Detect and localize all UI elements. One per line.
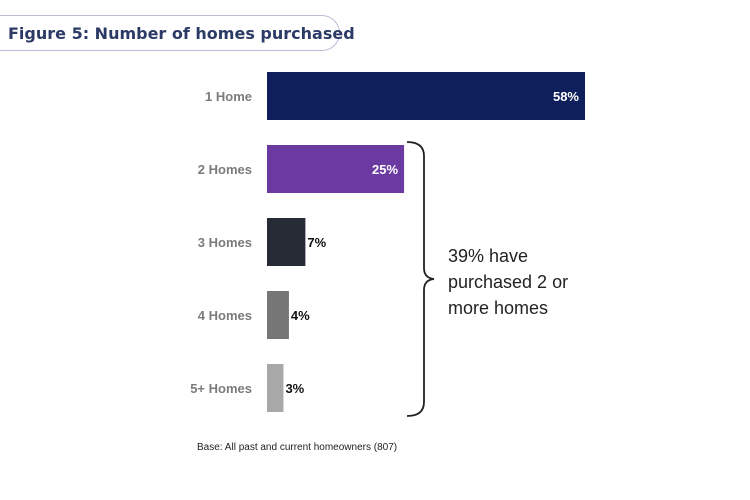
- figure-title-box: Figure 5: Number of homes purchased: [0, 15, 355, 51]
- category-label: 1 Home: [205, 89, 252, 104]
- data-label: 58%: [553, 89, 579, 104]
- bars-layer: 1 Home 58% 2 Homes 25% 3 Homes 7% 4 Homes 4% 5+ …: [190, 72, 585, 412]
- base-note: Base: All past and current homeowners (8…: [197, 442, 398, 453]
- bracket-annotation: 39% have purchased 2 or more homes: [448, 246, 569, 318]
- data-label: 25%: [372, 162, 398, 177]
- figure-title: Figure 5: Number of homes purchased: [8, 24, 355, 43]
- bar: [267, 364, 284, 412]
- bar: [267, 145, 405, 193]
- bar: [267, 291, 289, 339]
- data-label: 7%: [307, 235, 326, 250]
- data-label: 4%: [291, 308, 310, 323]
- bar: [267, 72, 585, 120]
- bar: [267, 218, 306, 266]
- bracket: [406, 141, 435, 417]
- category-label: 5+ Homes: [190, 381, 252, 396]
- data-label: 3%: [285, 381, 304, 396]
- category-label: 2 Homes: [198, 162, 252, 177]
- category-label: 4 Homes: [198, 308, 252, 323]
- category-label: 3 Homes: [198, 235, 252, 250]
